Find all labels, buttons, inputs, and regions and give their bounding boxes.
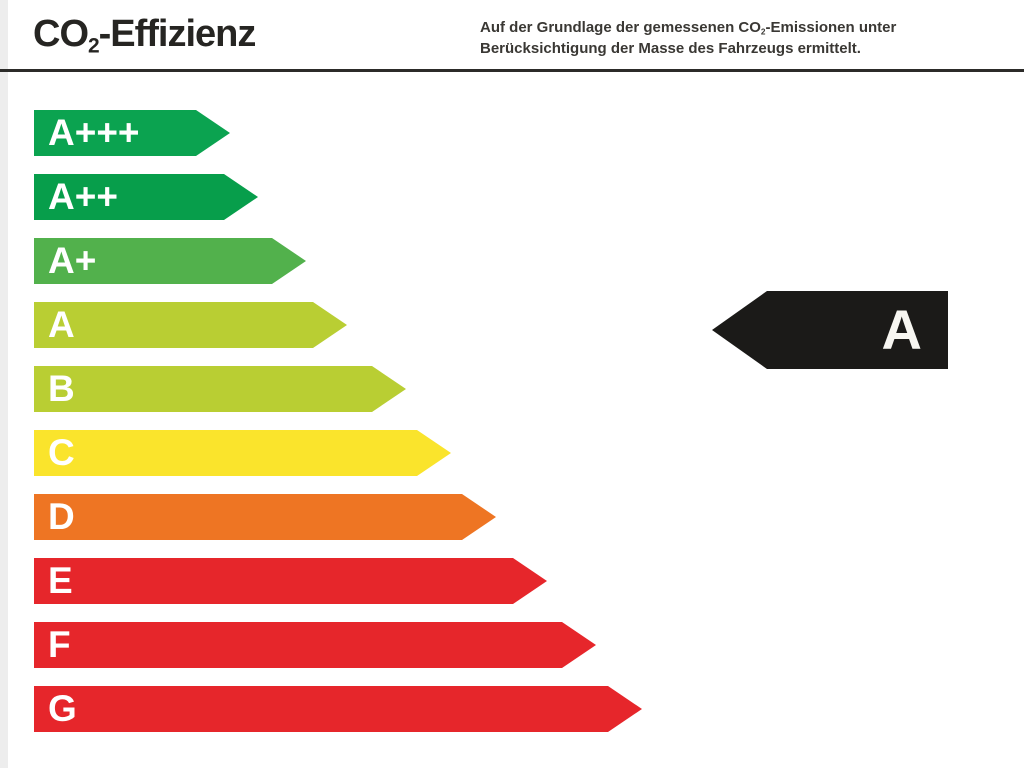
class-arrow-label: C	[48, 432, 75, 473]
efficiency-scale: A+++ A++ A+ A B C D E F G A	[0, 72, 1024, 765]
page-title: CO2-Effizienz	[33, 12, 257, 58]
note-line2: Berücksichtigung der Masse des Fahrzeugs…	[480, 40, 861, 57]
header-note: Auf der Grundlage der gemessenen CO2-Emi…	[480, 17, 946, 59]
class-arrow-label: B	[48, 368, 75, 409]
title-prefix: CO	[33, 13, 89, 55]
class-arrow-label: A	[48, 304, 75, 345]
class-arrow-E: E	[34, 558, 547, 604]
class-arrow-label: A+++	[48, 112, 140, 153]
note-line1-post: -Emissionen unter	[765, 19, 897, 36]
class-arrow-F: F	[34, 622, 596, 668]
rating-arrow: A	[712, 291, 948, 369]
class-arrow-list: A+++ A++ A+ A B C D E F G	[0, 72, 1024, 732]
page-edge-artifact	[0, 0, 8, 768]
class-arrow-B: B	[34, 366, 406, 412]
class-arrow-G: G	[34, 686, 642, 732]
title-suffix: -Effizienz	[98, 13, 257, 55]
class-arrow-C: C	[34, 430, 451, 476]
class-arrow-Aplusplus: A++	[34, 174, 258, 220]
note-line1-pre: Auf der Grundlage der gemessenen CO	[480, 19, 761, 36]
class-arrow-Aplus: A+	[34, 238, 306, 284]
class-arrow-label: A+	[48, 240, 97, 281]
header: CO2-Effizienz Auf der Grundlage der geme…	[0, 0, 1024, 72]
class-arrow-label: F	[48, 624, 71, 665]
class-arrow-label: A++	[48, 176, 118, 217]
title-subscript: 2	[88, 34, 100, 58]
rating-letter: A	[881, 298, 922, 361]
class-arrow-label: D	[48, 496, 75, 537]
class-arrow-label: G	[48, 688, 77, 729]
class-arrow-Aplusplusplus: A+++	[34, 110, 230, 156]
class-arrow-label: E	[48, 560, 73, 601]
class-arrow-A: A	[34, 302, 347, 348]
class-arrow-D: D	[34, 494, 496, 540]
note-subscript: 2	[760, 27, 766, 37]
